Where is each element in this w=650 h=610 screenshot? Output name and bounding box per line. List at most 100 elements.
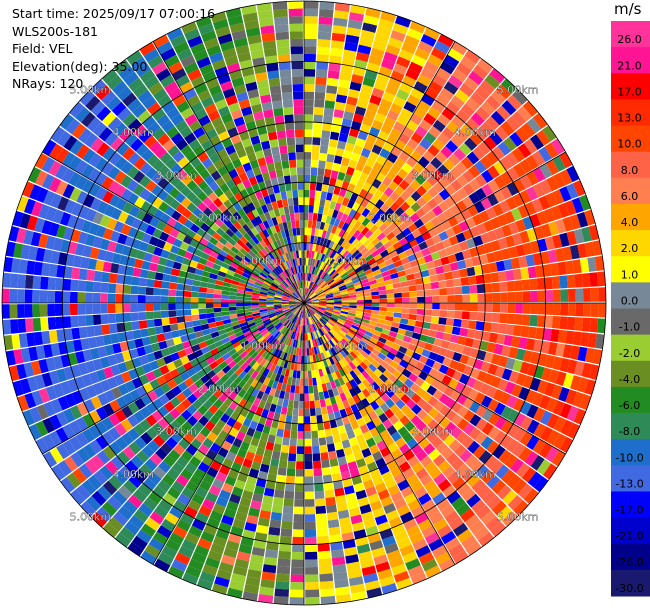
range-gate bbox=[213, 398, 224, 409]
range-gate bbox=[145, 192, 157, 205]
range-gate bbox=[311, 152, 320, 161]
range-gate bbox=[309, 292, 316, 299]
range-gate bbox=[339, 408, 348, 418]
range-gate bbox=[169, 323, 179, 332]
range-gate bbox=[432, 389, 444, 401]
range-gate bbox=[555, 343, 565, 357]
range-gate bbox=[369, 283, 378, 289]
range-gate bbox=[109, 441, 123, 456]
range-gate bbox=[545, 397, 558, 413]
range-gate bbox=[506, 182, 519, 196]
range-gate bbox=[237, 448, 248, 459]
range-gate bbox=[320, 317, 328, 324]
range-gate bbox=[334, 335, 342, 343]
range-gate bbox=[321, 326, 328, 334]
range-gate bbox=[184, 506, 198, 519]
range-gate bbox=[363, 518, 377, 529]
range-gate bbox=[446, 121, 460, 135]
range-gate bbox=[135, 143, 149, 157]
range-gate bbox=[247, 202, 256, 212]
range-gate bbox=[121, 405, 134, 419]
range-gate bbox=[204, 217, 214, 227]
range-gate bbox=[397, 222, 408, 232]
range-gate bbox=[371, 299, 380, 303]
range-gate bbox=[304, 99, 314, 107]
range-gate bbox=[481, 331, 491, 342]
range-gate bbox=[479, 340, 489, 352]
range-gate bbox=[141, 233, 152, 244]
range-gate bbox=[151, 422, 164, 435]
range-gate bbox=[521, 279, 531, 291]
range-gate bbox=[491, 500, 507, 516]
range-gate bbox=[437, 324, 446, 333]
range-gate bbox=[233, 355, 243, 364]
range-gate bbox=[469, 293, 478, 303]
range-gate bbox=[160, 303, 169, 311]
range-gate bbox=[268, 272, 276, 280]
range-gate bbox=[184, 462, 198, 474]
range-gate bbox=[122, 201, 134, 214]
range-gate bbox=[399, 107, 413, 120]
range-gate bbox=[515, 219, 527, 233]
range-gate bbox=[126, 50, 143, 65]
range-gate bbox=[404, 248, 415, 257]
range-gate bbox=[242, 591, 258, 602]
range-gate bbox=[310, 423, 318, 432]
range-gate bbox=[329, 55, 342, 65]
range-gate bbox=[222, 281, 231, 288]
range-gate bbox=[412, 538, 428, 551]
range-gate bbox=[319, 399, 326, 408]
range-gate bbox=[448, 153, 461, 166]
range-gate bbox=[539, 163, 553, 179]
range-gate bbox=[316, 520, 328, 530]
range-gate bbox=[285, 329, 291, 337]
range-gate bbox=[305, 317, 308, 326]
range-gate bbox=[261, 340, 269, 348]
range-gate bbox=[454, 251, 465, 262]
range-gate bbox=[174, 552, 191, 566]
range-gate bbox=[325, 239, 332, 248]
range-gate bbox=[422, 276, 431, 284]
range-gate bbox=[355, 290, 364, 295]
range-gate bbox=[228, 291, 237, 296]
range-gate bbox=[368, 151, 379, 162]
range-gate bbox=[567, 288, 576, 302]
range-gate bbox=[249, 404, 258, 414]
range-gate bbox=[438, 429, 450, 442]
range-gate bbox=[108, 323, 118, 334]
range-gate bbox=[466, 328, 476, 339]
range-gate bbox=[321, 335, 327, 344]
range-gate bbox=[224, 241, 234, 250]
range-gate bbox=[349, 300, 357, 303]
range-gate bbox=[162, 273, 171, 282]
range-gate bbox=[307, 280, 310, 289]
range-gate bbox=[548, 369, 560, 384]
range-gate bbox=[344, 42, 358, 52]
range-gate bbox=[282, 198, 289, 207]
range-gate bbox=[112, 80, 128, 96]
range-gate bbox=[221, 245, 231, 254]
range-gate bbox=[130, 455, 144, 469]
range-gate bbox=[16, 363, 27, 380]
range-gate bbox=[160, 296, 169, 303]
range-gate bbox=[235, 44, 250, 56]
range-gate bbox=[123, 71, 139, 86]
range-gate bbox=[246, 319, 255, 325]
range-gate bbox=[341, 303, 350, 306]
range-gate bbox=[428, 244, 438, 254]
range-gate bbox=[475, 321, 485, 331]
range-gate bbox=[501, 345, 511, 357]
range-gate bbox=[530, 455, 545, 471]
range-gate bbox=[243, 195, 253, 205]
range-gate bbox=[122, 147, 136, 161]
range-gate bbox=[281, 327, 288, 335]
range-gate bbox=[285, 353, 291, 362]
range-gate bbox=[197, 133, 209, 145]
range-gate bbox=[304, 325, 306, 334]
range-gate bbox=[313, 235, 318, 244]
range-gate bbox=[515, 244, 526, 257]
range-gate bbox=[391, 277, 400, 284]
range-gate bbox=[298, 288, 302, 296]
range-gate bbox=[362, 347, 372, 355]
range-gate bbox=[359, 324, 368, 331]
